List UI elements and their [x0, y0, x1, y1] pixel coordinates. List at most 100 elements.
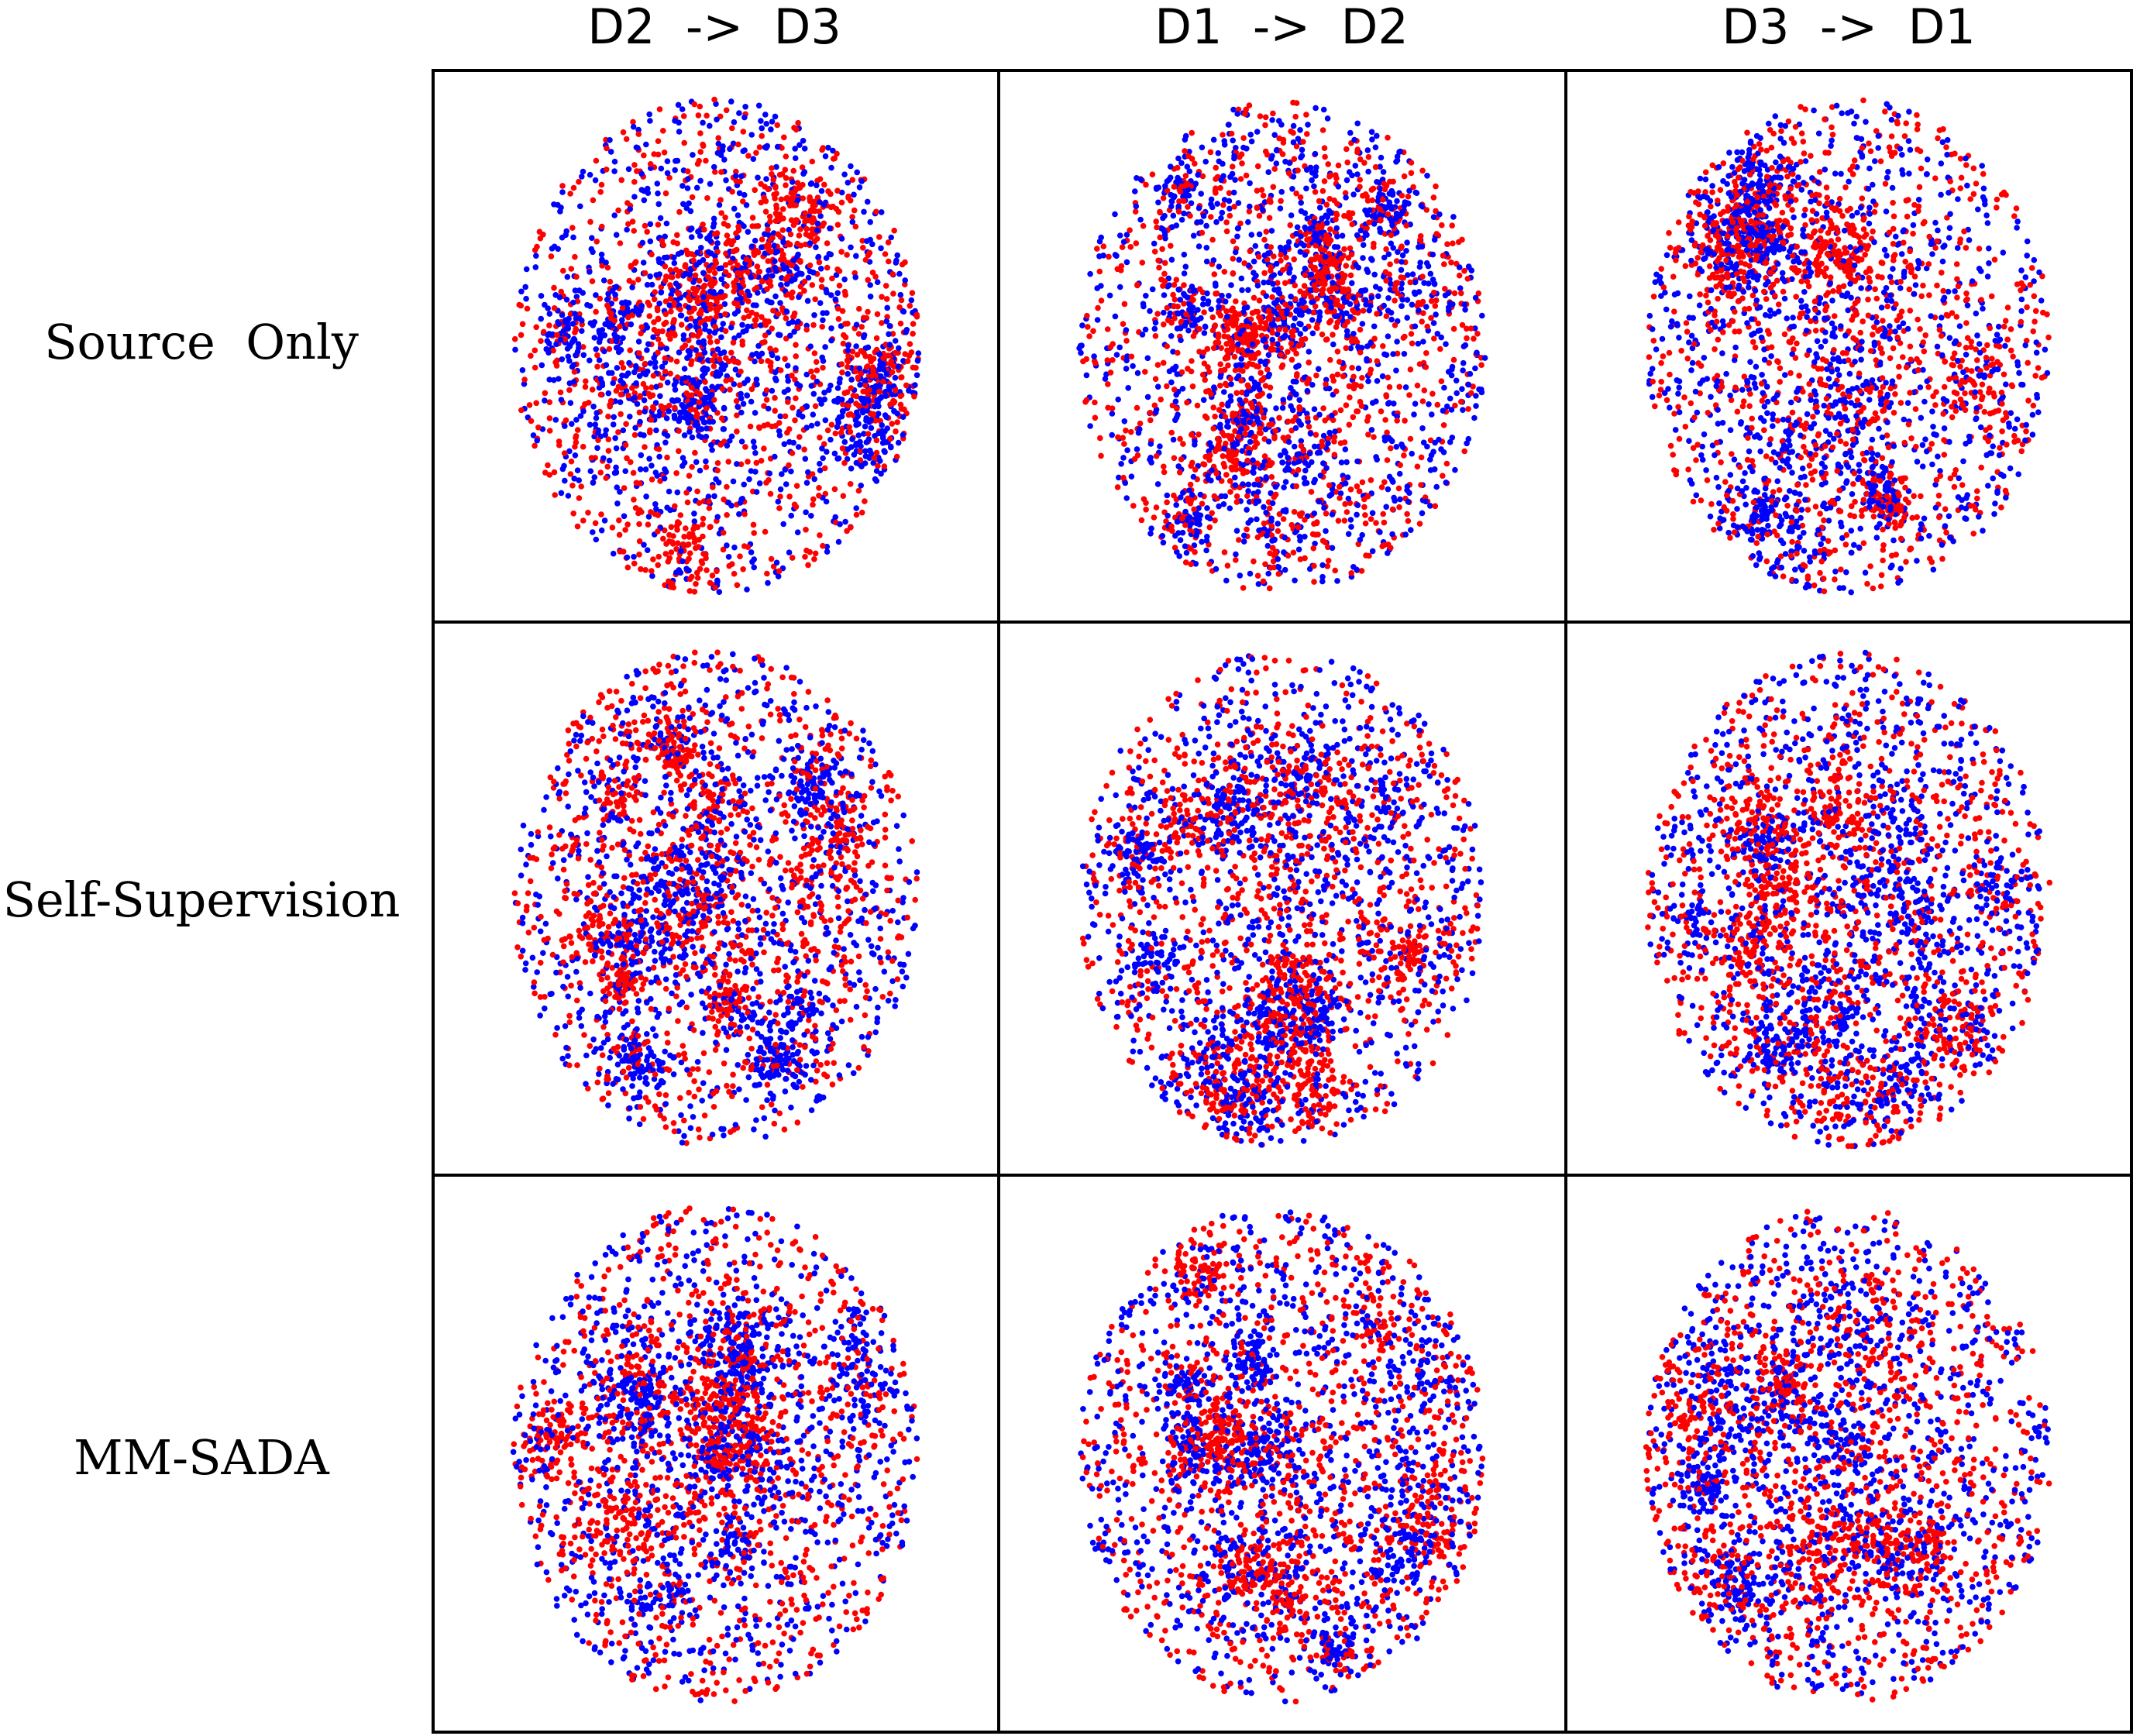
blue-point [1319, 578, 1326, 585]
red-point [703, 405, 710, 411]
red-point [645, 521, 652, 528]
blue-point [1254, 516, 1260, 523]
blue-point [1338, 459, 1345, 466]
red-point [618, 391, 624, 398]
red-point [570, 184, 577, 191]
blue-point [884, 425, 890, 431]
blue-point [635, 126, 642, 133]
blue-point [841, 171, 848, 177]
blue-point [631, 394, 638, 400]
red-point [907, 341, 913, 347]
red-point [803, 225, 810, 232]
blue-point [731, 381, 738, 387]
blue-point [619, 300, 625, 306]
blue-point [813, 244, 819, 250]
blue-point [562, 319, 569, 325]
red-point [789, 555, 796, 561]
red-point [738, 368, 744, 375]
red-point [1329, 373, 1336, 380]
red-point [819, 324, 825, 330]
red-point [1147, 410, 1154, 416]
red-point [618, 411, 624, 418]
red-point [817, 435, 823, 441]
blue-point [1247, 419, 1253, 425]
blue-point [590, 480, 597, 486]
red-point [810, 231, 817, 237]
red-point [762, 208, 769, 215]
red-point [597, 391, 604, 398]
blue-point [562, 423, 568, 429]
red-point [1308, 489, 1315, 495]
red-point [793, 395, 799, 401]
red-point [1461, 448, 1467, 455]
blue-point [1423, 304, 1429, 310]
red-point [1383, 394, 1390, 400]
blue-point [1154, 383, 1161, 390]
blue-point [624, 226, 630, 233]
red-point [824, 264, 831, 271]
blue-point [697, 177, 704, 184]
blue-point [855, 432, 862, 438]
blue-point [867, 282, 873, 288]
blue-point [570, 299, 576, 306]
blue-point [639, 239, 646, 246]
blue-point [627, 206, 633, 212]
red-point [772, 184, 779, 191]
red-point [777, 367, 784, 373]
blue-point [859, 409, 866, 416]
blue-point [559, 356, 566, 363]
blue-point [700, 119, 706, 126]
blue-point [1208, 196, 1215, 203]
blue-point [825, 144, 831, 151]
red-point [733, 177, 740, 184]
blue-point [762, 274, 769, 281]
red-point [1233, 493, 1240, 500]
blue-point [687, 323, 693, 329]
blue-point [758, 118, 764, 124]
blue-point [647, 273, 653, 280]
red-point [1257, 370, 1264, 376]
red-point [785, 273, 791, 280]
blue-point [637, 466, 644, 473]
red-point [1199, 500, 1206, 507]
blue-point [655, 190, 661, 197]
blue-point [1244, 389, 1251, 395]
red-point [617, 323, 623, 330]
blue-point [781, 441, 788, 448]
blue-point [1149, 286, 1156, 293]
red-point [1389, 506, 1396, 513]
red-point [829, 275, 835, 282]
red-point [1381, 180, 1388, 187]
red-point [655, 553, 662, 560]
blue-point [1096, 253, 1103, 260]
red-point [809, 158, 816, 165]
red-point [811, 556, 817, 562]
blue-point [613, 334, 619, 341]
blue-point [1478, 387, 1484, 393]
blue-point [573, 352, 579, 359]
red-point [1421, 387, 1428, 394]
red-point [650, 556, 656, 562]
red-point [691, 522, 698, 529]
blue-point [796, 142, 803, 148]
red-point [1405, 517, 1412, 524]
red-point [1138, 517, 1145, 524]
blue-point [1366, 307, 1372, 314]
blue-point [827, 436, 834, 443]
blue-point [879, 435, 886, 442]
blue-point [883, 371, 890, 377]
red-point [1450, 240, 1456, 246]
blue-point [723, 177, 729, 184]
red-point [1247, 248, 1254, 255]
red-point [1387, 178, 1393, 185]
blue-point [667, 507, 673, 514]
red-point [670, 239, 676, 246]
red-point [892, 387, 899, 394]
red-point [862, 382, 869, 389]
blue-point [861, 400, 868, 407]
blue-point [1116, 344, 1123, 351]
red-point [1217, 184, 1223, 191]
red-point [769, 235, 776, 241]
red-point [868, 358, 874, 365]
blue-point [1091, 353, 1097, 359]
